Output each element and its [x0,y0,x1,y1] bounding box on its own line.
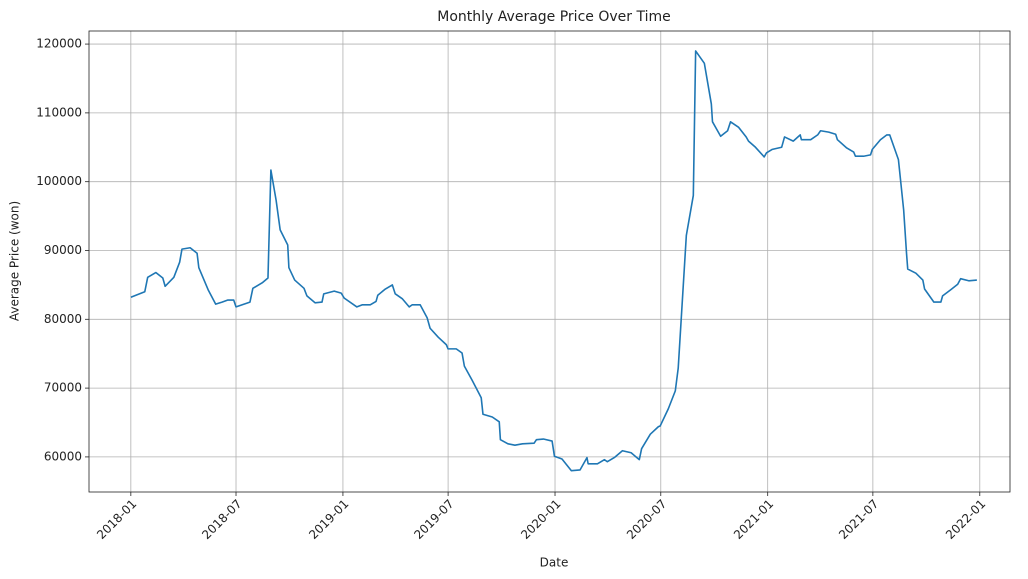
x-tick-label: 2019-01 [306,497,351,542]
y-tick-label: 60000 [44,449,82,463]
y-tick-label: 110000 [36,105,82,119]
y-tick-label: 90000 [44,243,82,257]
x-tick-label: 2020-07 [624,497,669,542]
y-tick-label: 120000 [36,37,82,51]
y-tick-label: 70000 [44,381,82,395]
y-tick-label: 100000 [36,174,82,188]
x-tick-label: 2022-01 [943,497,988,542]
line [130,50,977,472]
x-tick-label: 2019-07 [411,497,456,542]
x-axis-label: Date [540,556,569,570]
grid [89,31,1010,492]
y-axis-label: Average Price (won) [8,201,22,321]
x-tick-label: 2020-01 [518,497,563,542]
plot [130,50,977,472]
y-tick-label: 80000 [44,312,82,326]
x-tick-label: 2021-07 [836,497,881,542]
x-tick-label: 2021-01 [731,497,776,542]
x-tick-label: 2018-07 [199,497,244,542]
plot-frame [88,30,1011,493]
chart-title: Monthly Average Price Over Time [437,9,670,25]
x-tick-label: 2018-01 [94,497,139,542]
